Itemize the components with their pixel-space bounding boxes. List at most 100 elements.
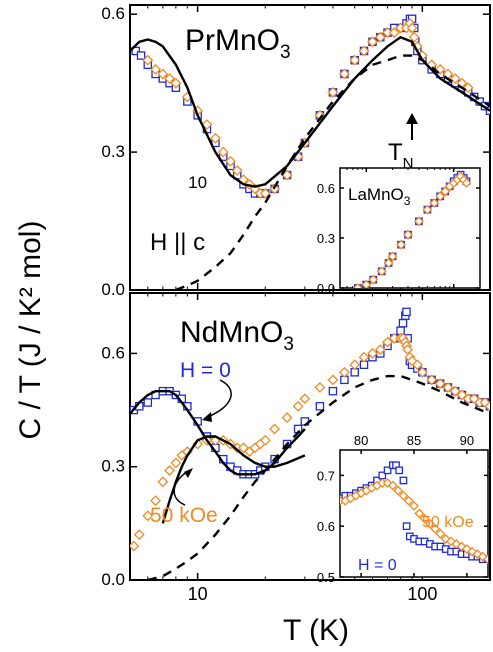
inset-top-point-orange	[368, 274, 379, 285]
inset-bottom-xtick-label: 90	[460, 433, 474, 448]
top-point-orange	[339, 68, 350, 80]
bottom-panel-frame	[129, 292, 491, 581]
inset-bottom-point-blue	[399, 476, 408, 485]
top-point-orange	[225, 155, 236, 167]
inset-bottom-point-blue	[383, 466, 392, 475]
top-xtick-label: 10	[188, 173, 207, 192]
top-point-orange	[217, 146, 229, 158]
field-direction-label: H || c	[150, 229, 205, 256]
inset-bottom-xtick-label: 80	[354, 433, 368, 448]
inset-bottom-point-orange	[430, 523, 441, 534]
top-series-group	[130, 14, 490, 290]
inset-top-point-orange	[376, 266, 387, 277]
bottom-ytick-label: 0.0	[101, 570, 125, 589]
top-fit-line-2	[130, 35, 490, 188]
bottom-point-orange	[314, 381, 326, 393]
bottom-point-orange	[157, 476, 169, 488]
bottom-point-orange	[259, 434, 271, 446]
top-inset-frame	[339, 167, 481, 289]
h0-arrow	[202, 379, 232, 422]
top-point-orange	[231, 165, 243, 176]
bottom-point-orange	[238, 442, 249, 454]
inset-bottom-series-group	[340, 461, 488, 565]
bottom-point-blue	[398, 318, 408, 328]
inset-top-ytick-label: 0.6	[317, 181, 335, 196]
inset-top-point-orange	[413, 216, 424, 227]
bottom-point-orange	[299, 393, 311, 405]
bottom-point-orange	[130, 540, 140, 552]
bottom-point-orange	[468, 393, 480, 405]
bottom-point-orange	[281, 412, 293, 424]
top-point-orange	[388, 27, 400, 38]
bottom-point-orange	[292, 400, 304, 412]
bottom-point-orange	[339, 366, 350, 378]
bottom-point-orange	[349, 359, 361, 371]
bottom-series-group	[130, 307, 490, 580]
bottom-point-orange	[142, 510, 154, 522]
inset-top-point-orange	[383, 258, 394, 268]
bottom-fit-line-3	[130, 390, 306, 476]
bottom-ytick-label: 0.3	[101, 457, 125, 476]
top-point-orange	[367, 36, 378, 48]
top-point-orange	[281, 169, 293, 181]
top-point-orange	[259, 188, 271, 199]
top-ytick-label: 0.6	[101, 4, 125, 23]
top-point-orange	[349, 54, 361, 66]
inset-bottom-point-orange	[409, 500, 419, 511]
inset-bottom-point-orange	[467, 546, 478, 557]
h0-annotation: H = 0	[180, 359, 231, 382]
x-axis-title: T (K)	[283, 614, 349, 647]
inset-bottom-point-blue	[402, 522, 411, 531]
bottom-point-orange	[449, 385, 461, 397]
bottom-inset-plot: 0.5 0.6 0.7 80 85 90	[317, 433, 488, 585]
bottom-fit-line-4	[147, 374, 490, 580]
top-point-orange	[327, 86, 339, 98]
inset-top-point-orange	[422, 204, 433, 215]
bottom-ytick-label: 0.6	[101, 343, 125, 362]
top-point-orange	[164, 73, 175, 84]
bottom-point-orange	[374, 344, 386, 356]
inset-top-point-orange	[387, 251, 398, 262]
inset-bottom-point-orange	[403, 495, 414, 506]
inset-bottom-point-orange	[419, 513, 430, 524]
bottom-panel-plot: 0.0 0.3 0.6 10 100	[101, 293, 491, 604]
bottom-point-blue	[143, 398, 153, 407]
inset-top-point-orange	[396, 239, 407, 250]
top-point-blue	[136, 51, 146, 60]
top-point-orange	[150, 63, 162, 75]
inset-bottom-point-orange	[435, 528, 446, 539]
inset-bottom-point-orange	[424, 518, 435, 529]
inset-bottom-point-orange	[451, 539, 462, 549]
inset-top-point-orange	[352, 283, 363, 288]
bottom-point-orange	[269, 423, 281, 435]
inset-bottom-point-orange	[393, 485, 404, 496]
top-point-orange	[170, 77, 182, 89]
bottom-point-orange	[150, 495, 162, 507]
top-point-orange	[408, 31, 420, 43]
bottom-point-orange	[406, 355, 418, 367]
bottom-point-orange	[170, 457, 182, 469]
top-point-orange	[462, 82, 474, 94]
top-point-orange	[157, 68, 169, 80]
inset-bottom-point-blue	[395, 466, 404, 475]
inset-bottom-point-orange	[387, 480, 398, 491]
inset-bottom-point-orange	[472, 549, 483, 560]
bottom-point-orange	[164, 465, 175, 476]
h50-annotation: 50 kOe	[150, 504, 218, 527]
inset-bottom-xtick-label: 85	[407, 433, 421, 448]
bottom-point-orange	[426, 374, 438, 386]
bottom-point-orange	[367, 348, 378, 359]
bottom-point-orange	[456, 389, 468, 401]
top-point-orange	[210, 132, 221, 144]
inset-h50-annotation: 50 kOe	[422, 514, 474, 531]
top-inset-plot: 0.0 0.3 0.6	[317, 168, 481, 296]
inset-top-point-orange	[461, 178, 472, 188]
inset-top-series-group	[352, 170, 472, 288]
inset-top-point-orange	[435, 191, 446, 202]
y-axis-title: C / T (J / K² mol)	[14, 221, 47, 440]
top-fit-line-3	[175, 54, 490, 290]
bottom-point-orange	[416, 366, 428, 378]
inset-h0-annotation: H = 0	[358, 557, 397, 574]
bottom-point-blue	[402, 307, 411, 317]
